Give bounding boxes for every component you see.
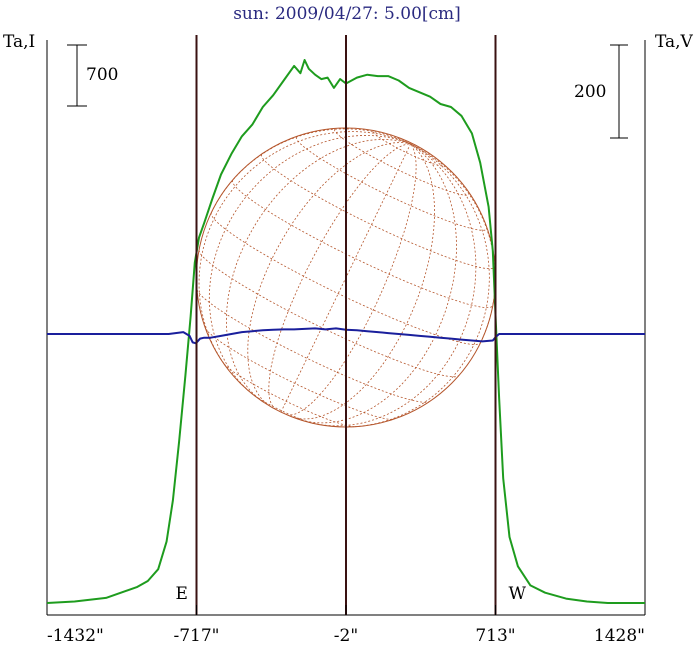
x-tick-label: -1432"	[47, 626, 104, 646]
longitude-line	[286, 143, 417, 416]
chart-title: sun: 2009/04/27: 5.00[cm]	[233, 4, 461, 24]
longitude-line	[211, 128, 411, 213]
left-scale-bar: 700	[67, 44, 118, 107]
west-limb-label: W	[509, 584, 527, 604]
latitude-line	[205, 328, 394, 420]
longitude-line	[247, 142, 411, 407]
longitude-line	[268, 143, 411, 410]
x-tick-label: 1428"	[594, 626, 645, 646]
x-tick-label: -717"	[173, 626, 219, 646]
x-tick-label: -2"	[334, 626, 358, 646]
latitude-line	[210, 212, 481, 345]
longitude-line	[208, 134, 411, 395]
longitude-line	[225, 139, 411, 402]
east-limb-label: E	[176, 584, 188, 604]
latitude-line	[198, 250, 459, 378]
longitude-line	[410, 143, 496, 343]
longitude-line	[301, 143, 457, 424]
latitude-line	[261, 154, 496, 270]
longitude-line	[280, 143, 411, 413]
x-tick-layer: -1432" -717" -2" 713" 1428"	[46, 605, 646, 646]
solar-disk-grid	[196, 127, 496, 428]
latitude-line	[232, 180, 494, 308]
latitude-line	[223, 363, 355, 428]
left-axis-label: Ta,I	[3, 32, 35, 52]
right-axis-label: Ta,V	[655, 32, 694, 52]
right-scale-bar-label: 200	[574, 82, 606, 102]
longitude-line	[291, 143, 435, 420]
longitude-line	[346, 143, 490, 428]
longitude-line	[198, 131, 411, 371]
left-scale-bar-label: 700	[86, 65, 118, 85]
right-scale-bar: 200	[574, 44, 628, 139]
x-tick-label: 713"	[475, 626, 515, 646]
